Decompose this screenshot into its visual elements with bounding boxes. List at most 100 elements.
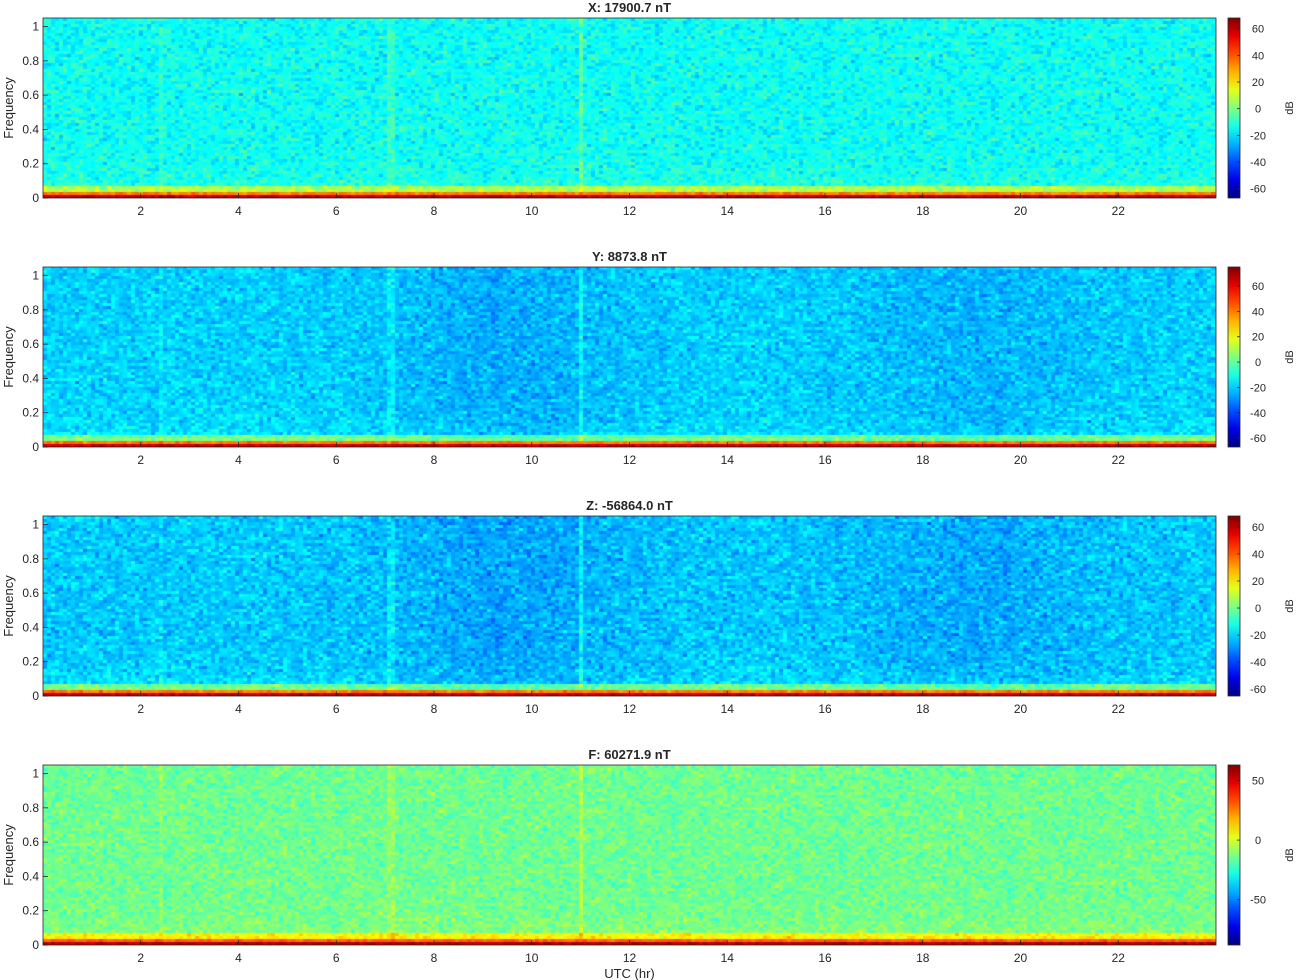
spectrogram-heatmap — [43, 267, 1216, 447]
colorbar-tick-label: -20 — [1250, 382, 1266, 394]
colorbar-tick-label: 50 — [1252, 775, 1264, 787]
colorbar-label: dB — [1284, 350, 1296, 363]
x-tick-label: 16 — [818, 204, 832, 218]
x-tick-label: 14 — [721, 702, 735, 716]
y-tick-label: 0.2 — [22, 655, 39, 669]
x-tick-label: 6 — [333, 453, 340, 467]
x-tick-label: 18 — [916, 702, 930, 716]
colorbar-tick-label: -40 — [1250, 157, 1266, 169]
y-tick-label: 0.2 — [22, 406, 39, 420]
x-tick-label: 14 — [721, 453, 735, 467]
colorbar-tick-label: -20 — [1250, 630, 1266, 642]
colorbar-label: dB — [1284, 599, 1296, 612]
heatmap-canvas — [43, 18, 1216, 198]
colorbar-tick-label: 40 — [1252, 306, 1264, 318]
x-tick-label: 18 — [916, 453, 930, 467]
x-tick-label: 16 — [818, 702, 832, 716]
y-tick-label: 1 — [32, 518, 39, 532]
y-tick-label: 0.2 — [22, 904, 39, 918]
x-tick-label: 8 — [431, 204, 438, 218]
x-tick-label: 4 — [235, 702, 242, 716]
y-tick-label: 0.8 — [22, 303, 39, 317]
x-tick-label: 2 — [137, 702, 144, 716]
y-tick-label: 0 — [32, 689, 39, 703]
colorbar-label: dB — [1284, 848, 1296, 861]
x-tick-label: 16 — [818, 453, 832, 467]
colorbar-tick-label: 0 — [1255, 603, 1261, 615]
x-tick-label: 2 — [137, 204, 144, 218]
x-axis-label: UTC (hr) — [604, 966, 655, 980]
colorbar-tick-label: -40 — [1250, 408, 1266, 420]
x-tick-label: 8 — [431, 453, 438, 467]
heatmap-canvas — [43, 765, 1216, 945]
colorbar-tick-label: -60 — [1250, 684, 1266, 696]
colorbar-tick-label: 40 — [1252, 50, 1264, 62]
colorbar-tick-label: -60 — [1250, 433, 1266, 445]
x-tick-label: 12 — [623, 204, 637, 218]
y-axis-label: Frequency — [1, 77, 16, 139]
x-tick-label: 12 — [623, 951, 637, 965]
y-tick-label: 0.6 — [22, 337, 39, 351]
colorbar-tick-label: -60 — [1250, 184, 1266, 196]
colorbar-tick-label: 20 — [1252, 332, 1264, 344]
colorbar-tick-label: 0 — [1255, 357, 1261, 369]
colorbar — [1227, 17, 1241, 199]
y-tick-label: 0.4 — [22, 371, 39, 385]
x-tick-label: 6 — [333, 204, 340, 218]
x-tick-label: 20 — [1014, 951, 1028, 965]
x-tick-label: 12 — [623, 453, 637, 467]
x-tick-label: 8 — [431, 702, 438, 716]
y-tick-label: 0 — [32, 440, 39, 454]
colorbar-tick-label: 0 — [1255, 104, 1261, 116]
y-tick-label: 0.6 — [22, 835, 39, 849]
x-tick-label: 20 — [1014, 453, 1028, 467]
colorbar — [1227, 266, 1241, 448]
y-axis-label: Frequency — [1, 326, 16, 388]
panel-title: F: 60271.9 nT — [588, 747, 670, 762]
y-tick-label: 0.6 — [22, 88, 39, 102]
x-tick-label: 22 — [1112, 204, 1126, 218]
x-tick-label: 14 — [721, 204, 735, 218]
y-tick-label: 0.6 — [22, 586, 39, 600]
y-tick-label: 0.8 — [22, 54, 39, 68]
colorbar — [1227, 515, 1241, 697]
x-tick-label: 2 — [137, 453, 144, 467]
y-tick-label: 0.4 — [22, 869, 39, 883]
colorbar-tick-label: 60 — [1252, 281, 1264, 293]
x-tick-label: 16 — [818, 951, 832, 965]
x-tick-label: 12 — [623, 702, 637, 716]
x-tick-label: 20 — [1014, 702, 1028, 716]
colorbar-tick-label: 60 — [1252, 522, 1264, 534]
spectrogram-heatmap — [43, 765, 1216, 945]
spectrogram-heatmap — [43, 516, 1216, 696]
x-tick-label: 22 — [1112, 951, 1126, 965]
x-tick-label: 10 — [525, 951, 539, 965]
colorbar-tick-label: 20 — [1252, 77, 1264, 89]
y-tick-label: 0.4 — [22, 620, 39, 634]
y-tick-label: 0.2 — [22, 157, 39, 171]
x-tick-label: 4 — [235, 453, 242, 467]
y-tick-label: 0 — [32, 938, 39, 952]
y-tick-label: 0.4 — [22, 122, 39, 136]
colorbar-tick-label: 60 — [1252, 24, 1264, 36]
y-axis-label: Frequency — [1, 824, 16, 886]
x-tick-label: 6 — [333, 951, 340, 965]
y-tick-label: 0 — [32, 191, 39, 205]
colorbar-tick-label: 20 — [1252, 576, 1264, 588]
x-tick-label: 2 — [137, 951, 144, 965]
x-tick-label: 10 — [525, 204, 539, 218]
panel-title: Y: 8873.8 nT — [592, 249, 667, 264]
x-tick-label: 4 — [235, 204, 242, 218]
x-tick-label: 8 — [431, 951, 438, 965]
x-tick-label: 22 — [1112, 453, 1126, 467]
y-tick-label: 1 — [32, 20, 39, 34]
x-tick-label: 10 — [525, 453, 539, 467]
x-tick-label: 10 — [525, 702, 539, 716]
colorbar — [1227, 764, 1241, 946]
x-tick-label: 14 — [721, 951, 735, 965]
x-tick-label: 4 — [235, 951, 242, 965]
